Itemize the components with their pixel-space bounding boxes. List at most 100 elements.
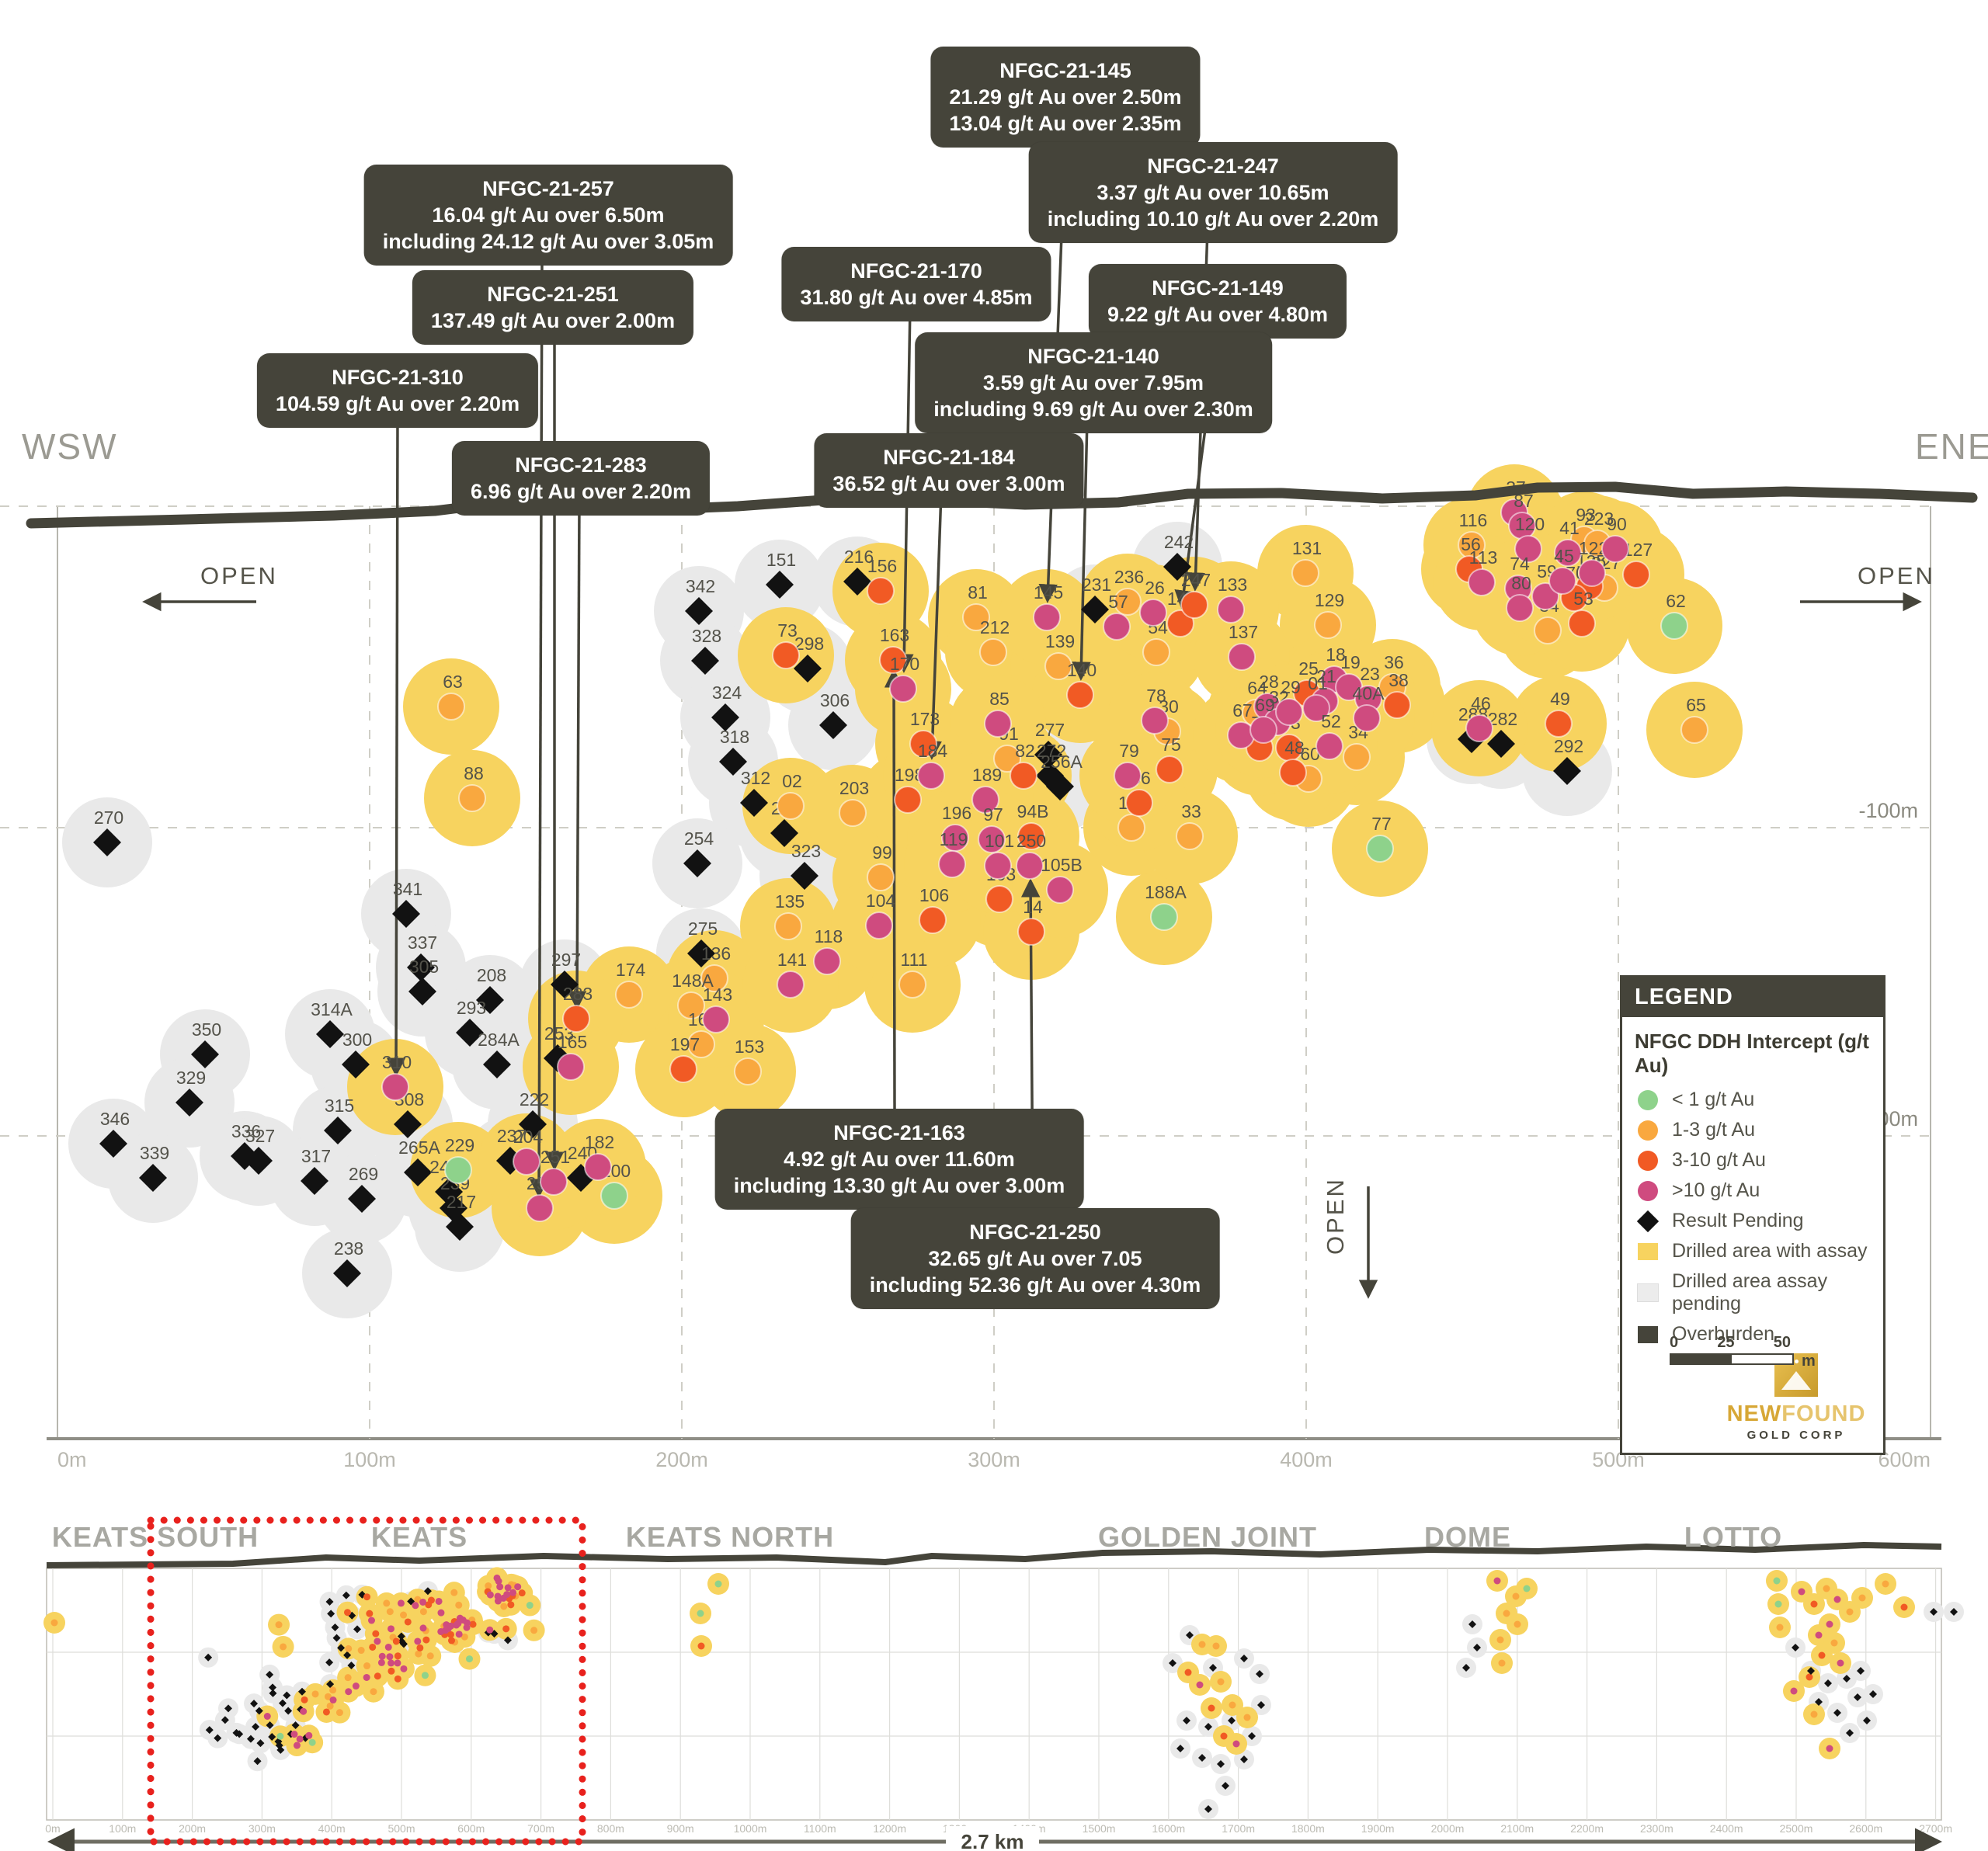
point-label: 188A: [1145, 882, 1187, 902]
point-label: 339: [140, 1143, 169, 1163]
point-label: 57: [1108, 592, 1128, 612]
minimap-pending-diamond: [252, 1722, 260, 1731]
intercept-dot: [1366, 835, 1394, 863]
pending-diamond: [404, 1158, 432, 1186]
point-label: 317: [301, 1146, 331, 1166]
point-label: 247: [1181, 570, 1211, 590]
intercept-dot: [993, 745, 1021, 773]
point-label: 56: [1461, 534, 1481, 554]
minimap-dot: [394, 1659, 401, 1667]
minimap-pending-diamond: [1807, 1667, 1815, 1675]
point-label: 119: [940, 829, 968, 849]
point-label: 01: [1308, 673, 1328, 693]
minimap-dot: [378, 1652, 386, 1660]
intercept-dot: [1291, 559, 1319, 587]
minimap-dot: [447, 1622, 454, 1630]
minimap-dot: [1217, 1678, 1225, 1686]
minimap-pending-diamond: [1815, 1698, 1823, 1706]
callout-NFGC-21-257: NFGC-21-257 16.04 g/t Au over 6.50m includ…: [363, 165, 733, 266]
callout-hole-id: NFGC-21-184: [883, 446, 1015, 469]
point-label: 116: [1459, 510, 1488, 530]
point-label: 141: [777, 950, 807, 970]
minimap-dot: [1184, 1669, 1192, 1676]
intercept-dot: [584, 1153, 612, 1181]
minimap-dot: [383, 1599, 391, 1607]
pending-diamond: [685, 597, 713, 625]
minimap-pending-diamond: [235, 1730, 244, 1738]
minimap-dot: [502, 1625, 510, 1633]
point-label: 82: [1015, 741, 1035, 761]
scale-bar-tick: 0: [1670, 1334, 1679, 1351]
minimap-pending-diamond: [269, 1689, 277, 1697]
intercept-dot: [865, 912, 893, 939]
point-label: 118: [815, 926, 843, 946]
pending-diamond: [407, 953, 435, 981]
callout-intercept: 4.92 g/t Au over 11.60m: [784, 1148, 1015, 1171]
minimap-tick-label: 1600m: [1152, 1822, 1185, 1835]
logo-name-bold: NEW: [1726, 1401, 1782, 1426]
minimap-dot: [463, 1624, 471, 1631]
intercept-dot: [677, 991, 705, 1019]
point-label: 306: [820, 690, 850, 710]
minimap-dot: [450, 1589, 458, 1596]
intercept-dot: [984, 710, 1012, 738]
minimap-dot: [500, 1603, 508, 1610]
pending-diamond: [843, 568, 871, 596]
intercept-dot: [1046, 876, 1074, 904]
intercept-dot: [1125, 789, 1153, 817]
minimap-dot: [322, 1708, 330, 1716]
intercept-dot: [1680, 716, 1708, 744]
minimap-dot: [469, 1620, 477, 1628]
minimap-dot: [293, 1742, 301, 1749]
point-label: 341: [393, 879, 422, 899]
intercept-dot: [1142, 638, 1170, 666]
overview-scale-label: 2.7 km: [961, 1830, 1024, 1851]
point-label: 272: [1037, 741, 1066, 761]
minimap-pending-diamond: [1198, 1754, 1206, 1762]
minimap-dot: [1196, 1681, 1204, 1689]
minimap-dot: [453, 1621, 461, 1629]
point-label: 270: [94, 807, 123, 828]
intercept-dot: [1114, 762, 1142, 790]
minimap-dot: [374, 1637, 381, 1645]
minimap-tick-label: 1700m: [1222, 1822, 1255, 1835]
point-label: 315: [325, 1096, 354, 1116]
point-label: 65: [1686, 695, 1706, 715]
legend-circle-icon: [1635, 1150, 1661, 1171]
intercept-dot: [1228, 643, 1256, 671]
legend-item-label: < 1 g/t Au: [1672, 1089, 1755, 1110]
intercept-dot: [1016, 852, 1044, 880]
intercept-dot: [1114, 588, 1142, 616]
legend-item: 3-10 g/t Au: [1635, 1149, 1872, 1172]
pending-diamond: [766, 571, 794, 599]
callout-leader-line: [923, 491, 943, 760]
minimap-dot: [1830, 1639, 1838, 1647]
pending-diamond: [683, 849, 711, 877]
minimap-pending-diamond: [397, 1632, 405, 1641]
minimap-dot: [366, 1610, 374, 1617]
minimap-dot: [714, 1580, 722, 1588]
pending-diamond: [99, 1130, 127, 1158]
minimap-dot: [404, 1618, 412, 1626]
point-label: 143: [703, 985, 732, 1005]
minimap-dot: [352, 1683, 360, 1690]
intercept-dot: [1506, 594, 1534, 622]
minimap-pending-diamond: [283, 1691, 291, 1700]
point-label: 184: [918, 741, 948, 761]
x-axis-tick-label: 300m: [968, 1448, 1020, 1471]
intercept-dot: [1514, 535, 1542, 563]
intercept-dot: [1568, 609, 1596, 637]
callout-intercept: 6.96 g/t Au over 2.20m: [470, 480, 692, 503]
point-label: 328: [692, 626, 721, 646]
minimap-dot: [1858, 1594, 1866, 1602]
point-label: 88: [464, 763, 484, 783]
minimap-dot: [448, 1637, 456, 1644]
logo-name-light: FOUND: [1781, 1401, 1866, 1426]
legend-item: >10 g/t Au: [1635, 1179, 1872, 1202]
intercept-dot: [1302, 694, 1330, 722]
intercept-dot: [1017, 918, 1045, 946]
pending-diamond: [819, 711, 847, 739]
intercept-dot: [1166, 609, 1194, 637]
minimap-pending-diamond: [327, 1610, 335, 1618]
intercept-dot: [1465, 714, 1493, 742]
